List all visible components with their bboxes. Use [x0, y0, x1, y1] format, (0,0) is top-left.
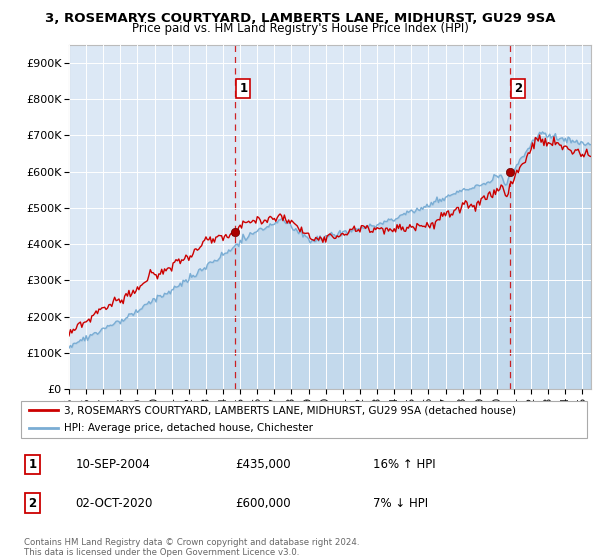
Text: 1: 1: [239, 82, 247, 95]
Text: Contains HM Land Registry data © Crown copyright and database right 2024.
This d: Contains HM Land Registry data © Crown c…: [24, 538, 359, 557]
Text: 7% ↓ HPI: 7% ↓ HPI: [373, 497, 428, 510]
Text: 02-OCT-2020: 02-OCT-2020: [76, 497, 152, 510]
Text: 2: 2: [514, 82, 522, 95]
Text: 3, ROSEMARYS COURTYARD, LAMBERTS LANE, MIDHURST, GU29 9SA (detached house): 3, ROSEMARYS COURTYARD, LAMBERTS LANE, M…: [64, 405, 516, 415]
Text: 16% ↑ HPI: 16% ↑ HPI: [373, 458, 436, 471]
FancyBboxPatch shape: [21, 401, 587, 438]
Text: £600,000: £600,000: [236, 497, 292, 510]
Text: 10-SEP-2004: 10-SEP-2004: [76, 458, 150, 471]
Text: 1: 1: [28, 458, 37, 471]
Text: £435,000: £435,000: [236, 458, 292, 471]
Text: 2: 2: [28, 497, 37, 510]
Text: Price paid vs. HM Land Registry's House Price Index (HPI): Price paid vs. HM Land Registry's House …: [131, 22, 469, 35]
Text: HPI: Average price, detached house, Chichester: HPI: Average price, detached house, Chic…: [64, 423, 313, 433]
Text: 3, ROSEMARYS COURTYARD, LAMBERTS LANE, MIDHURST, GU29 9SA: 3, ROSEMARYS COURTYARD, LAMBERTS LANE, M…: [45, 12, 555, 25]
